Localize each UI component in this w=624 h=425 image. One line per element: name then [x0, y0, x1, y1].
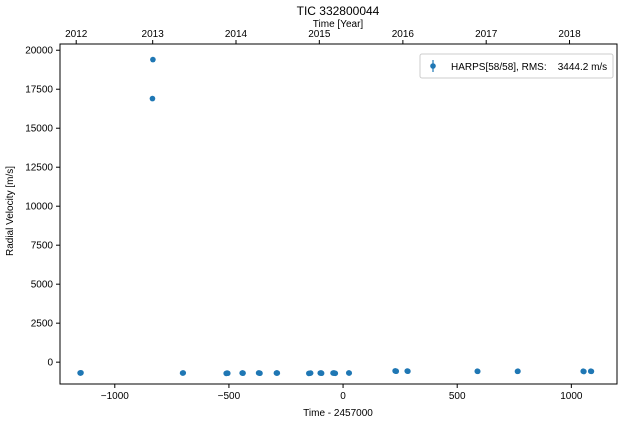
x-axis-label: Time - 2457000 [303, 408, 373, 419]
chart-title: TIC 332800044 [297, 4, 380, 18]
y-tick-label: 17500 [25, 85, 53, 96]
data-point [78, 369, 84, 376]
y-tick-label: 5000 [31, 280, 54, 291]
data-point [332, 370, 339, 377]
y-tick-label: 7500 [31, 241, 54, 252]
plot-area-border [59, 43, 618, 385]
y-tick-label: 20000 [25, 46, 53, 57]
data-point [240, 370, 246, 376]
data-point [150, 56, 156, 63]
data-point [224, 370, 231, 377]
x-tick-label: 0 [340, 391, 346, 402]
data-point [405, 368, 411, 375]
year-tick-label: 2017 [475, 29, 498, 40]
y-tick-label: 10000 [25, 202, 53, 213]
year-axis-ticks: 2012 2013 2014 2015 2016 2017 2018 [65, 29, 581, 44]
x-tick-label: 1000 [560, 391, 583, 402]
legend: HARPS[58/58], RMS: 3444.2 m/s [419, 53, 614, 79]
data-point [307, 370, 314, 376]
legend-label: HARPS[58/58], RMS: 3444.2 m/s [451, 62, 607, 73]
legend-marker [430, 63, 436, 69]
data-point [474, 368, 481, 375]
plot-frame [59, 43, 618, 385]
year-tick-label: 2015 [308, 29, 331, 40]
data-point [318, 370, 325, 377]
x-tick-label: −500 [218, 391, 241, 402]
data-points [77, 56, 595, 377]
y-tick-label: 12500 [25, 163, 53, 174]
x-tick-label: −1000 [101, 391, 130, 402]
y-tick-label: 2500 [31, 319, 54, 330]
data-point [149, 95, 156, 102]
data-point [346, 370, 353, 376]
year-tick-label: 2014 [225, 29, 248, 40]
y-tick-label: 15000 [25, 124, 53, 135]
y-tick-label: 0 [47, 358, 53, 369]
data-point [393, 368, 400, 375]
data-point [274, 370, 281, 376]
x-axis-ticks: −1000 −500 0 500 1000 [101, 384, 583, 402]
data-point [180, 370, 187, 376]
legend-box [419, 53, 614, 79]
data-point [515, 368, 521, 375]
data-point [581, 368, 587, 375]
y-axis-label: Radial Velocity [m/s] [5, 166, 16, 256]
year-tick-label: 2013 [142, 29, 165, 40]
y-axis-ticks: 0 2500 5000 7500 10000 12500 15000 17500 20000 [25, 46, 60, 369]
x-tick-label: 500 [449, 391, 466, 402]
data-point [588, 368, 595, 375]
data-point [257, 370, 263, 377]
top-x-axis-label: Time [Year] [313, 19, 364, 30]
year-tick-label: 2012 [65, 29, 88, 40]
year-tick-label: 2018 [558, 29, 581, 40]
year-tick-label: 2016 [392, 29, 415, 40]
